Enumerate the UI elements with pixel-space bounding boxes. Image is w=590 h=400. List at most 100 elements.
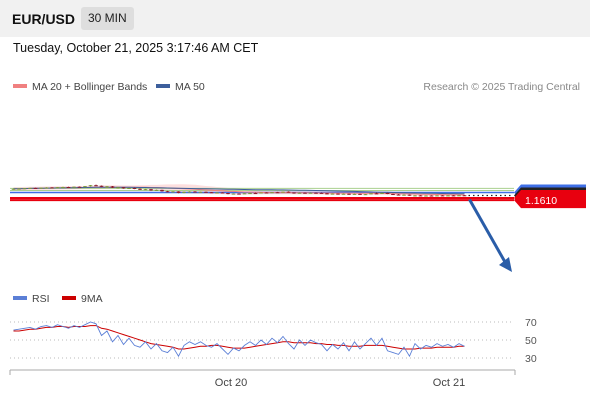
candle-body: [66, 187, 71, 188]
candle-body: [380, 192, 384, 194]
candle-body: [176, 191, 181, 193]
ma20-legend-swatch: [13, 84, 27, 88]
candle-body: [297, 192, 302, 194]
price-level-label: 1.1610: [525, 195, 557, 207]
candle-body: [226, 193, 230, 195]
candle-body: [182, 191, 186, 193]
candle-body: [83, 186, 87, 188]
ma50-line: [13, 186, 465, 195]
candle-body: [341, 193, 346, 195]
candle-body: [61, 187, 65, 188]
candle-body: [237, 193, 241, 195]
price-level-tag: [514, 192, 586, 209]
candle-body: [198, 191, 203, 193]
candle-body: [391, 194, 395, 196]
ma20-legend-label: MA 20 + Bollinger Bands: [32, 81, 147, 93]
candle-body: [462, 195, 467, 197]
candle-body: [132, 187, 137, 189]
candle-body: [451, 195, 456, 197]
candle-body: [231, 193, 236, 195]
candle-body: [50, 187, 54, 189]
candle-body: [303, 192, 307, 194]
candle-body: [220, 192, 225, 194]
candle-body: [215, 192, 219, 194]
rsi-ma-line: [13, 325, 465, 350]
candle-body: [160, 189, 164, 192]
candle-body: [413, 195, 417, 197]
candle-body: [402, 194, 406, 196]
candle-body: [281, 191, 285, 193]
forecast-arrow: [468, 198, 507, 263]
candle-body: [33, 187, 38, 189]
candle-body: [286, 191, 291, 193]
candle-body: [127, 187, 131, 189]
candle-body: [435, 195, 439, 197]
candle-body: [270, 192, 274, 194]
candle-body: [94, 185, 98, 187]
candle-body: [440, 195, 445, 197]
candle-body: [11, 188, 16, 190]
x-tick-label: Oct 21: [433, 377, 465, 389]
candle-body: [330, 193, 335, 195]
candle-body: [165, 191, 170, 193]
candle-body: [253, 193, 258, 195]
candle-body: [352, 193, 357, 195]
candle-body: [429, 195, 434, 197]
candle-body: [292, 192, 296, 194]
candle-body: [396, 194, 401, 196]
candle-body: [39, 187, 43, 189]
candle-body: [248, 193, 252, 195]
rsi-ma-legend-label: 9MA: [81, 293, 103, 305]
candle-body: [369, 193, 373, 195]
candle-body: [385, 192, 390, 195]
timestamp: Tuesday, October 21, 2025 3:17:46 AM CET: [13, 41, 259, 55]
rsi-tick-label: 70: [525, 317, 537, 329]
candle-body: [319, 192, 324, 194]
candle-body: [72, 186, 76, 188]
candle-body: [363, 194, 368, 196]
x-tick-label: Oct 20: [215, 377, 247, 389]
candle-body: [187, 191, 192, 193]
candle-body: [77, 186, 82, 188]
candle-body: [275, 192, 280, 194]
candle-body: [204, 191, 208, 193]
candle-body: [149, 189, 153, 191]
ma50-legend-label: MA 50: [175, 81, 205, 93]
candle-body: [446, 195, 450, 197]
candle-body: [17, 188, 21, 190]
candle-body: [99, 185, 104, 187]
candle-body: [374, 193, 379, 195]
candle-body: [264, 192, 269, 194]
candle-body: [88, 185, 93, 187]
candle-body: [242, 193, 247, 195]
candle-body: [336, 193, 340, 195]
instrument-title: EUR/USD: [12, 11, 76, 27]
forecast-arrow-head: [499, 257, 512, 272]
candle-body: [259, 192, 263, 194]
candle-body: [314, 192, 318, 194]
rsi-ma-legend-swatch: [62, 296, 76, 300]
candle-body: [28, 187, 32, 189]
rsi-line: [13, 321, 465, 358]
candle-body: [110, 186, 115, 188]
candle-body: [105, 186, 109, 188]
candle-body: [116, 187, 120, 189]
candle-body: [154, 189, 159, 191]
candle-body: [325, 193, 329, 195]
candle-body: [424, 195, 428, 197]
ma50-legend-swatch: [156, 84, 170, 88]
candle-body: [457, 195, 461, 197]
copyright-label: Research © 2025 Trading Central: [423, 81, 580, 93]
candle-body: [44, 187, 49, 189]
rsi-tick-label: 50: [525, 335, 537, 347]
rsi-tick-label: 30: [525, 353, 537, 365]
candle-body: [22, 188, 27, 190]
timeframe-button[interactable]: 30 MIN: [81, 7, 134, 30]
candle-body: [143, 189, 148, 191]
candle-body: [138, 188, 142, 190]
candle-body: [407, 194, 412, 196]
candle-body: [209, 192, 214, 194]
rsi-legend-swatch: [13, 296, 27, 300]
candle-body: [347, 193, 351, 195]
